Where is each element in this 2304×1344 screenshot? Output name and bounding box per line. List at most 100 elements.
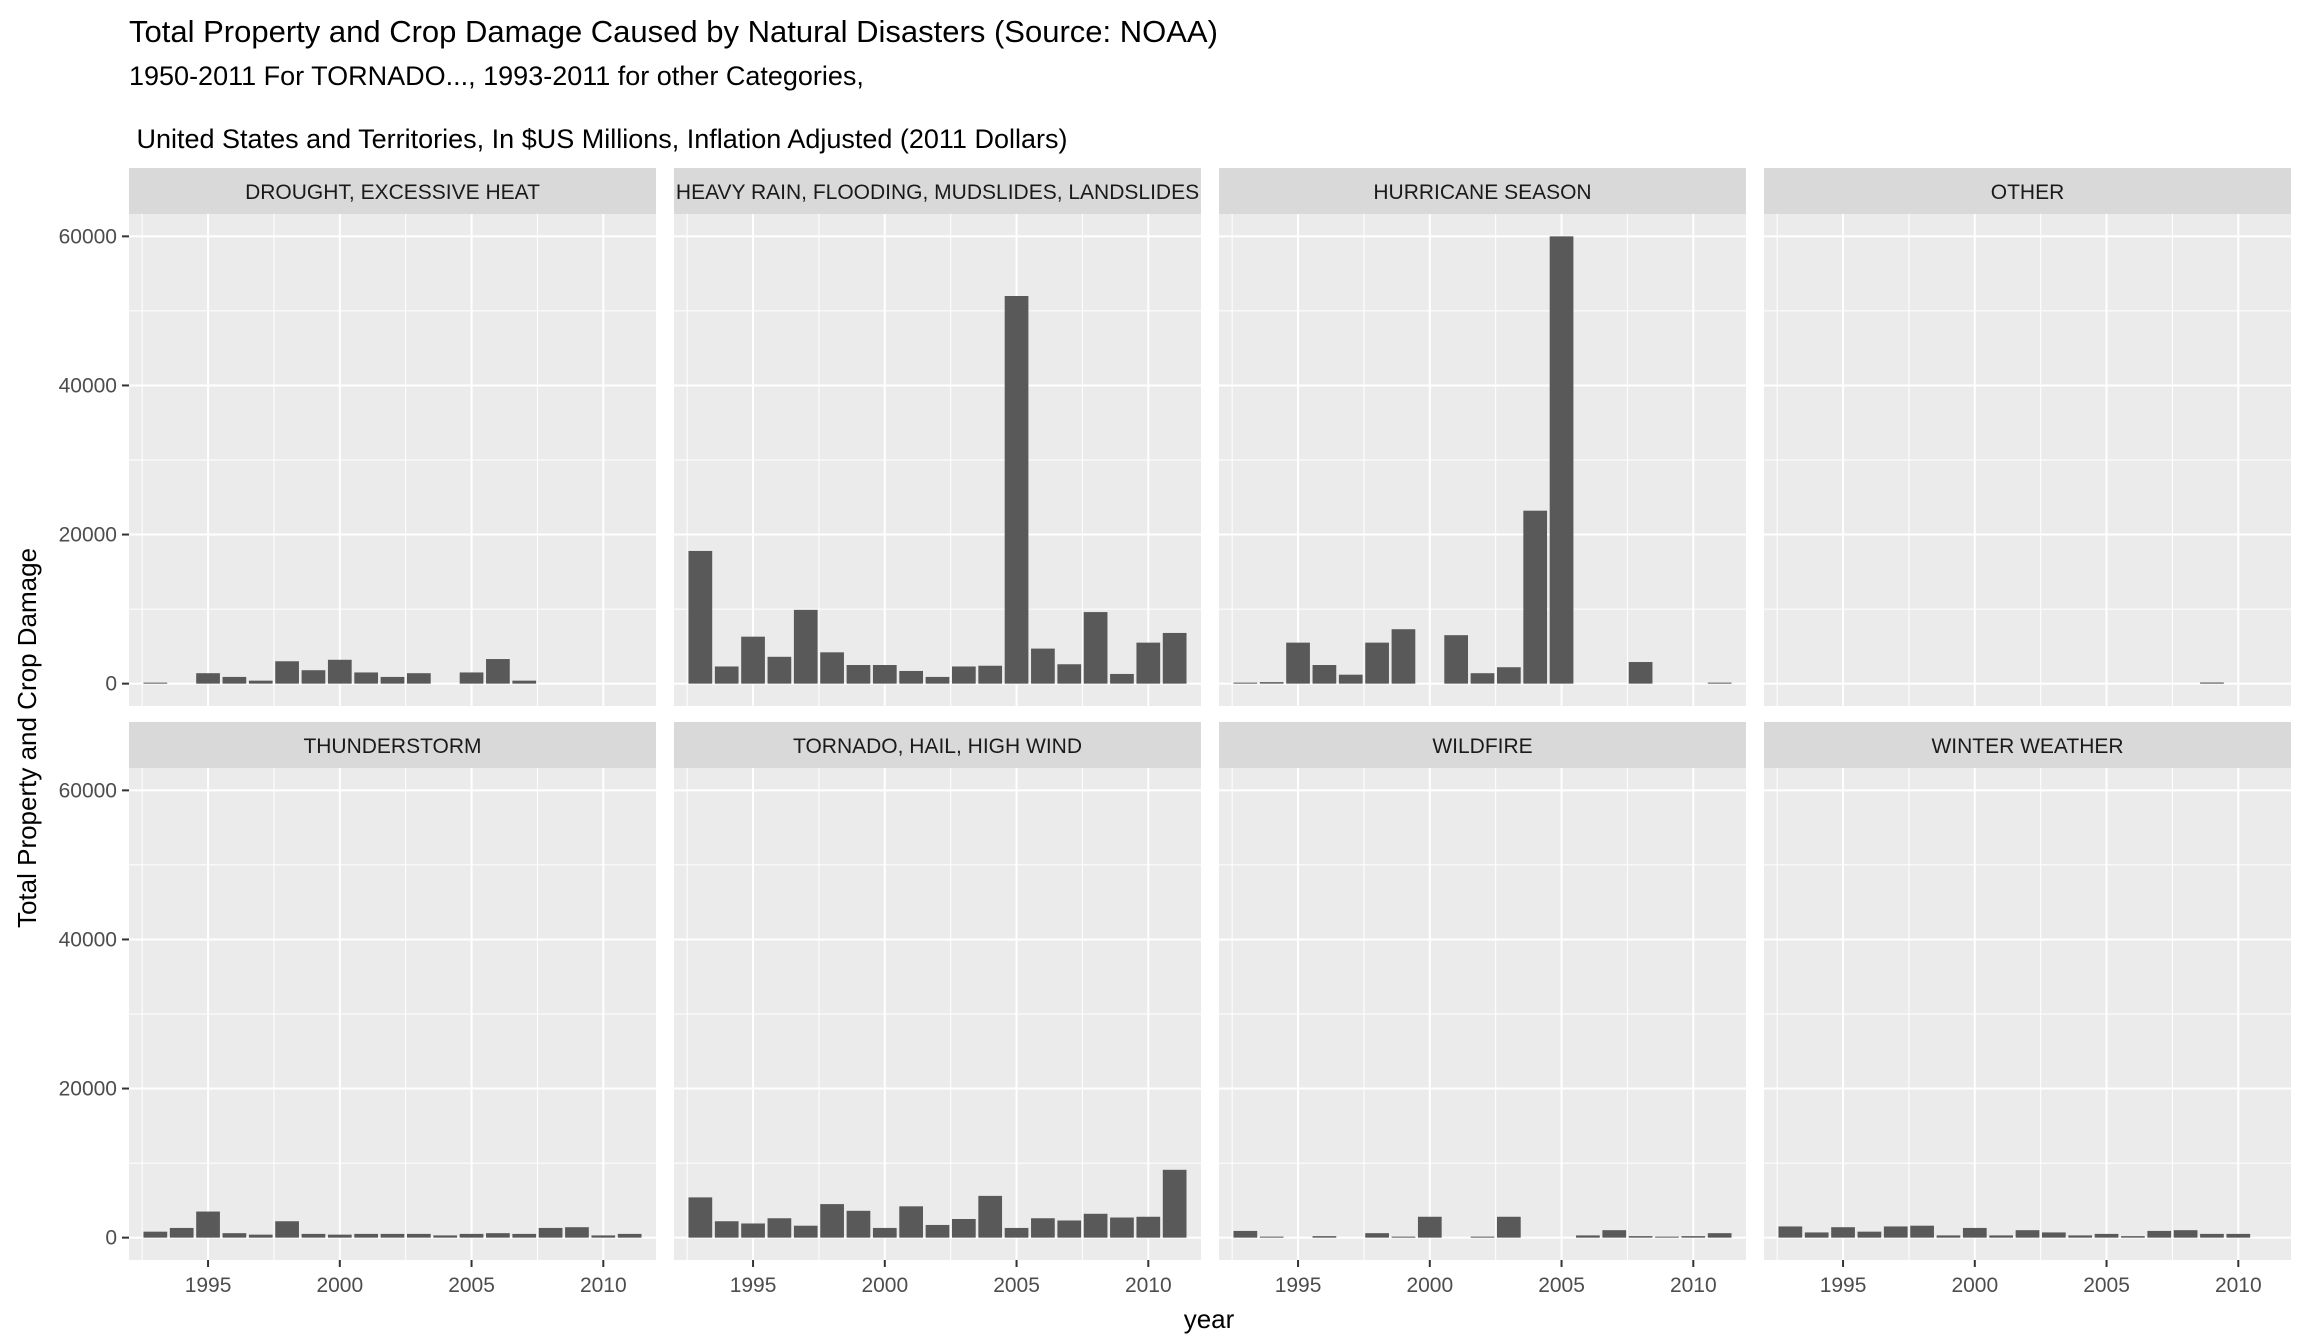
bar [1136,1216,1161,1238]
bar [1312,1236,1337,1238]
bar [1804,1232,1829,1238]
bar [327,659,352,684]
facet-strip-label: TORNADO, HAIL, HIGH WIND [793,735,1082,758]
facet-strip [129,722,656,768]
facet-panel: OTHER [1764,168,2291,706]
x-tick-label: 1995 [730,1274,777,1297]
bar [617,1233,642,1238]
y-tick-label: 40000 [59,374,117,397]
bar [741,636,765,684]
bar [354,1233,379,1238]
facet-strip [1764,722,2291,768]
bar [301,670,326,684]
bar [1417,1216,1442,1238]
x-tick-label: 2000 [1951,1274,1998,1297]
chart-subtitle-line-2: United States and Territories, In $US Mi… [129,124,1067,154]
x-tick-label: 2005 [448,1274,495,1297]
bar [591,1235,616,1238]
bar [714,666,739,684]
bar [2147,1230,2172,1238]
bar [486,1233,510,1238]
bar [1576,1235,1600,1238]
bar [1707,1233,1732,1238]
x-tick-label: 2010 [2215,1274,2262,1297]
bar [1110,1217,1134,1238]
bar [714,1221,739,1238]
facet-panel: DROUGHT, EXCESSIVE HEAT 0 20000 40000 60000 [59,168,656,706]
bar [899,670,924,684]
bar [846,1210,871,1238]
bar [1778,1226,1803,1238]
x-tick-label: 2010 [1125,1274,1172,1297]
bar [1989,1235,2014,1238]
bar [301,1233,326,1238]
bar [433,1235,458,1238]
bar [1883,1226,1908,1238]
bar [2173,1230,2198,1238]
facet-strip-label: DROUGHT, EXCESSIVE HEAT [245,181,540,204]
bar [1031,648,1055,684]
facet-strip-label: THUNDERSTORM [303,735,481,758]
bar [512,680,537,684]
bar [1496,667,1521,684]
y-tick-label: 20000 [59,524,117,547]
x-tick-label: 2000 [861,1274,908,1297]
bar [1312,665,1337,684]
bar [1365,642,1389,684]
x-tick-label: 1995 [1275,1274,1322,1297]
bar [1162,632,1187,684]
y-tick-label: 0 [105,1227,117,1250]
bar [925,1224,950,1238]
bar [1831,1227,1855,1238]
chart-title: Total Property and Crop Damage Caused by… [129,14,1218,49]
bar [1470,673,1495,684]
bar [275,1221,299,1238]
x-axis-title: year [1184,1304,1235,1334]
bar [1857,1231,1882,1238]
bar [1496,1216,1521,1238]
facet-strip [674,168,1201,214]
bar [1681,1236,1706,1238]
facet-panels: DROUGHT, EXCESSIVE HEAT 0 20000 40000 60000 H… [59,168,2291,1297]
bar [1391,1236,1416,1238]
bar [222,676,247,684]
bar [222,1233,247,1238]
bar [2200,682,2224,684]
y-tick-label: 40000 [59,928,117,951]
facet-strip-label: OTHER [1991,181,2065,204]
bar [512,1233,537,1238]
bar [354,672,379,684]
bar [459,672,484,684]
bar [169,1227,194,1238]
bar [1004,1227,1029,1238]
bar [248,1234,273,1238]
x-tick-label: 2005 [993,1274,1040,1297]
facet-strip [674,722,1201,768]
bar [1057,664,1082,684]
bar [2200,1233,2224,1238]
bar [1136,642,1161,684]
bar [872,665,897,684]
bar [767,656,792,684]
bar [2094,1233,2119,1238]
bar [565,1227,589,1238]
bar [2041,1232,2066,1238]
bar [1628,1236,1653,1238]
bar [248,680,273,684]
bar [1549,236,1574,684]
facet-strip [1219,168,1746,214]
bar [196,673,220,684]
facet-panel: HURRICANE SEASON [1219,168,1746,706]
bar [486,659,510,684]
x-tick-label: 1995 [185,1274,232,1297]
bar [2121,1236,2145,1238]
x-tick-label: 2005 [2083,1274,2130,1297]
bar [1391,629,1416,684]
bar [143,682,168,684]
bar [1259,682,1284,684]
bar [978,665,1003,684]
bar [143,1231,168,1238]
y-tick-label: 60000 [59,225,117,248]
facet-panel: WINTER WEATHER 1995 2000 2005 2010 [1764,722,2291,1297]
x-tick-label: 1995 [1820,1274,1867,1297]
